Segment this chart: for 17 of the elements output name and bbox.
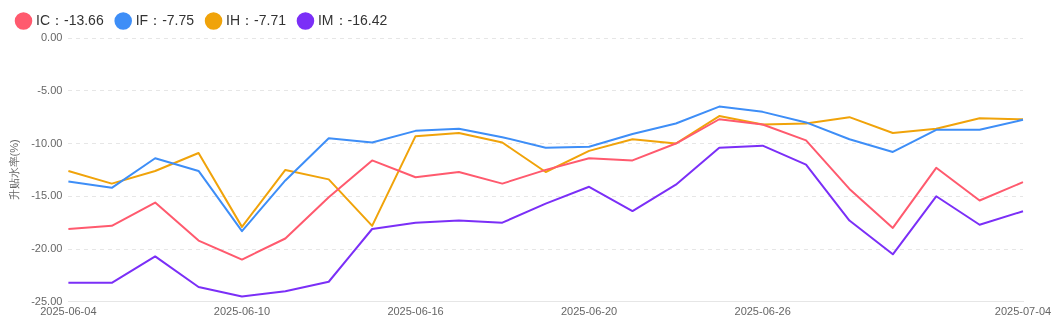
y-axis-title: 升贴水率(%) (7, 139, 20, 201)
x-tick-label: 2025-06-26 (734, 305, 791, 318)
x-tick-label: 2025-06-10 (213, 305, 271, 318)
y-tick-label: -15.00 (31, 189, 63, 202)
y-tick-label: -25.00 (31, 294, 63, 307)
x-tick-label: 2025-06-16 (387, 305, 444, 318)
legend-label: IM：-16.42 (317, 11, 388, 28)
legend-label: IF：-7.75 (135, 11, 195, 28)
y-tick-label: -10.00 (31, 136, 63, 149)
y-tick-label: 0.00 (40, 31, 63, 44)
x-tick-label: 2025-06-04 (40, 305, 97, 318)
y-tick-label: -5.00 (37, 83, 63, 96)
x-tick-label: 2025-06-20 (560, 305, 618, 318)
x-tick-label: 2025-07-04 (994, 305, 1052, 318)
legend-label: IH：-7.71 (226, 11, 287, 28)
legend-label: IC：-13.66 (36, 11, 104, 28)
y-tick-label: -20.00 (31, 242, 63, 255)
